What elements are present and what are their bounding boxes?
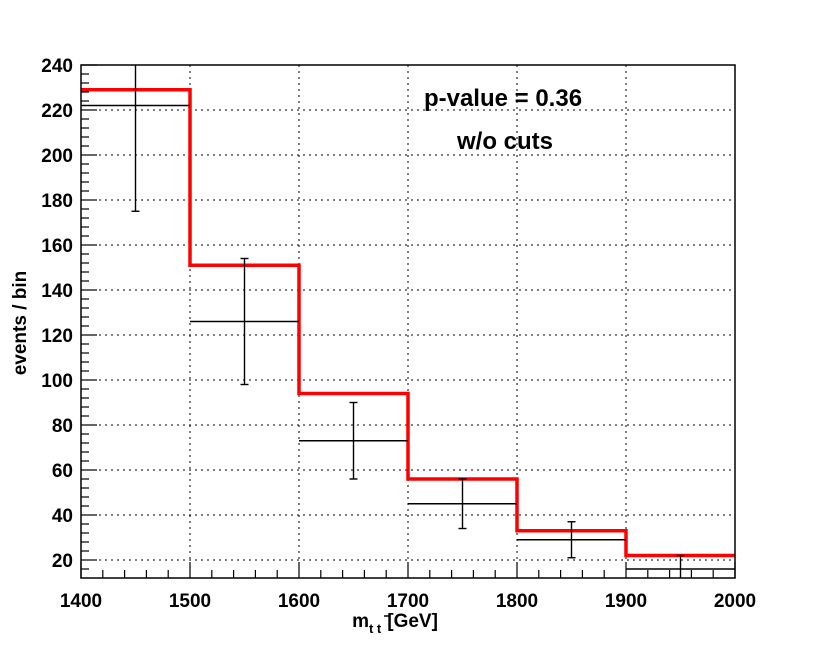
data-point — [299, 401, 408, 480]
y-tick-label: 160 — [41, 236, 73, 257]
x-axis-label-unit: [GeV] — [387, 611, 438, 632]
y-tick-label: 100 — [41, 371, 73, 392]
red-step-line — [81, 88, 735, 558]
y-axis-label: events / bin — [10, 271, 31, 376]
x-tick-label: 1500 — [169, 591, 211, 612]
y-tick-label: 240 — [41, 56, 73, 77]
data-point — [626, 554, 735, 578]
y-tick-label: 140 — [41, 281, 73, 302]
x-tick-label: 1800 — [496, 591, 538, 612]
y-tick-label: 20 — [52, 551, 73, 572]
grid — [81, 65, 735, 578]
cuts-annotation: w/o cuts — [456, 128, 553, 155]
y-tick-label: 40 — [52, 506, 73, 527]
data-point — [408, 478, 517, 530]
y-tick-label: 220 — [41, 101, 73, 122]
x-tick-labels: 1400 1500 1600 1700 1800 1900 2000 — [60, 591, 756, 612]
p-value-annotation: p-value = 0.36 — [424, 85, 582, 112]
data-point — [190, 257, 299, 386]
y-tick-label: 120 — [41, 326, 73, 347]
x-tick-label: 1700 — [387, 591, 429, 612]
y-tick-label: 60 — [52, 461, 73, 482]
x-tick-label: 1600 — [278, 591, 320, 612]
axis-ticks — [80, 64, 736, 578]
data-points-series — [81, 65, 735, 578]
y-tick-label: 180 — [41, 191, 73, 212]
x-tick-label: 1400 — [60, 591, 102, 612]
x-axis-label-subscript: t t — [369, 621, 382, 636]
y-tick-labels: 20 40 60 80 100 120 140 160 180 200 220 240 — [41, 56, 73, 572]
x-axis-label-main: m — [352, 611, 369, 632]
y-tick-label: 80 — [52, 416, 73, 437]
red-step-series — [81, 88, 735, 558]
plot-frame — [80, 64, 736, 579]
x-tick-label: 2000 — [714, 591, 756, 612]
y-tick-label: 200 — [41, 146, 73, 167]
data-point — [517, 521, 626, 559]
x-tick-label: 1900 — [605, 591, 647, 612]
x-axis-label: mt t [GeV] — [352, 611, 438, 636]
data-point — [81, 65, 190, 212]
